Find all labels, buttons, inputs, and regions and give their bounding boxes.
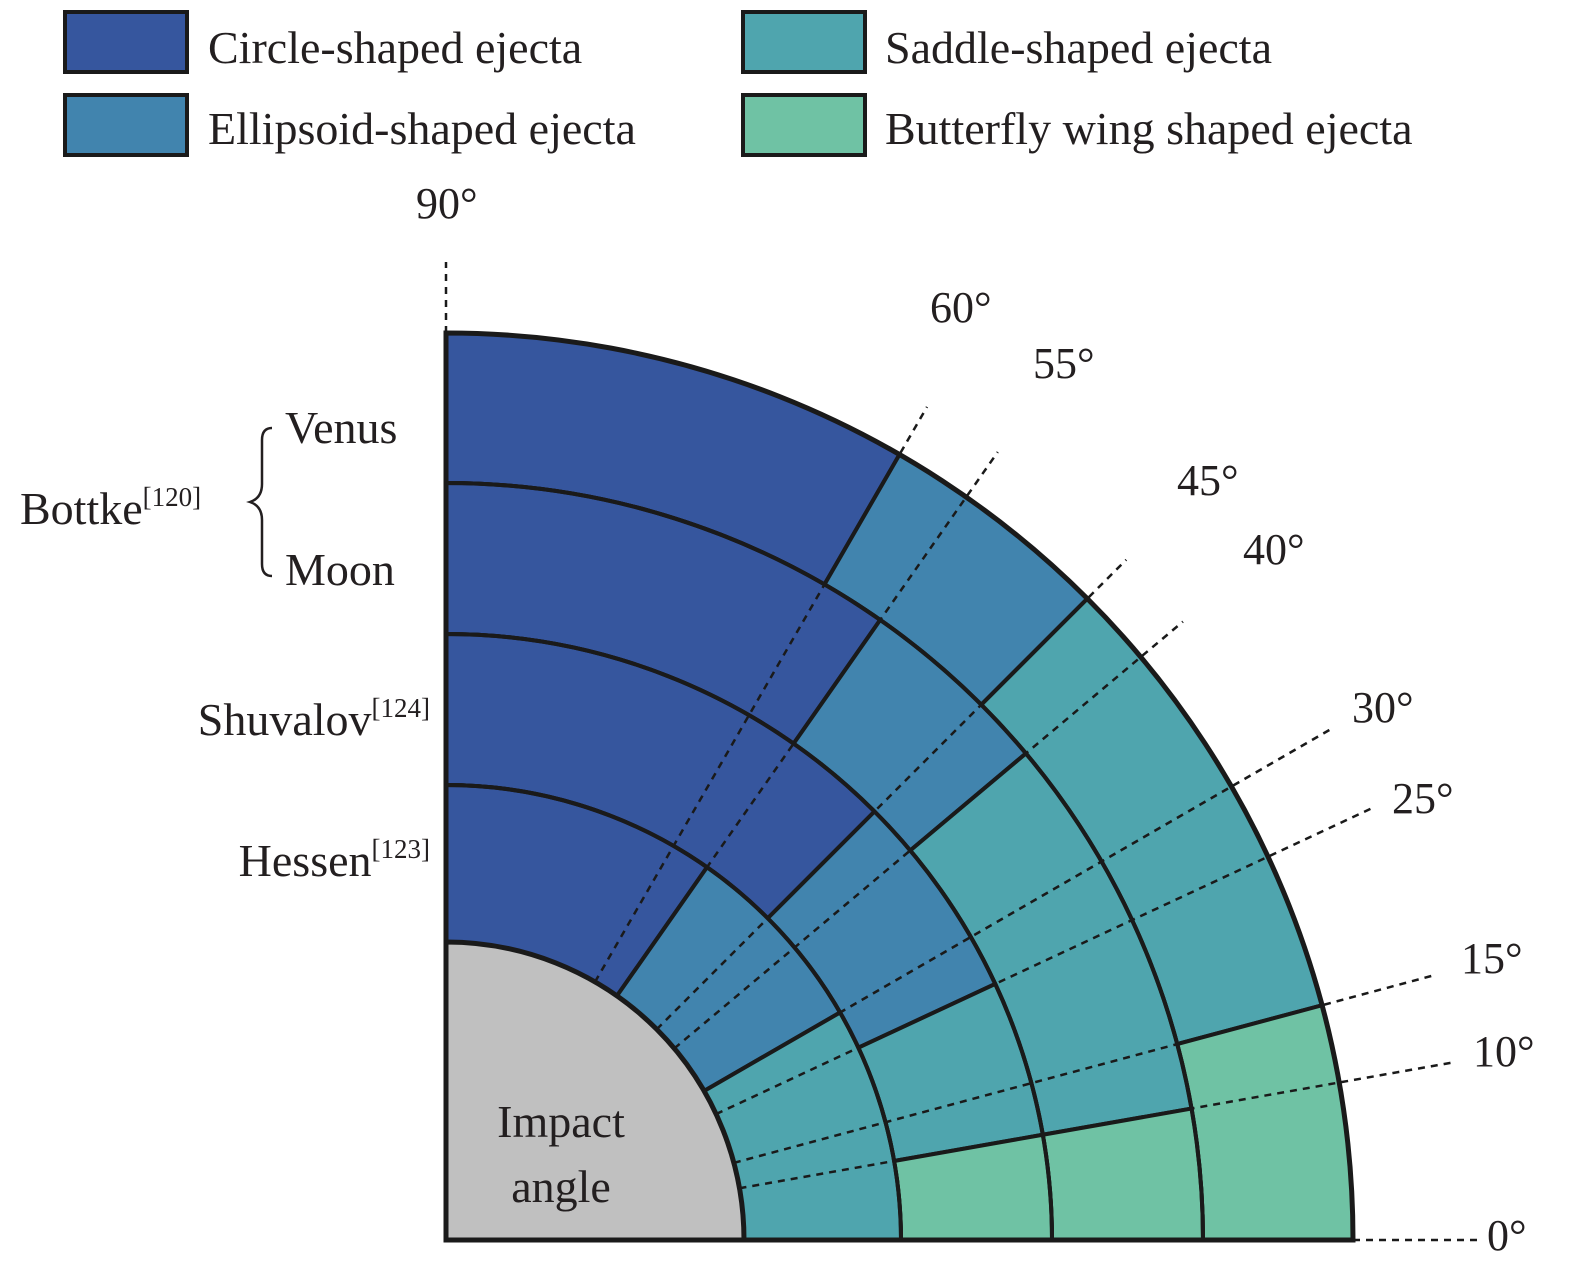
center-label-line2: angle xyxy=(511,1161,611,1212)
ring-arc-2 xyxy=(445,632,1054,1241)
angle-label-10: 10° xyxy=(1473,1027,1535,1076)
center-label-line1: Impact xyxy=(497,1096,625,1147)
legend-swatch-ellipsoid xyxy=(63,93,189,157)
impact-angle-center xyxy=(443,939,747,1243)
angle-label-15: 15° xyxy=(1461,934,1523,983)
guide-line-45 xyxy=(655,558,1128,1031)
guide-line-40 xyxy=(673,620,1184,1050)
source-label-moon: Moon xyxy=(285,544,395,595)
legend-label-butterfly: Butterfly wing shaped ejecta xyxy=(885,103,1413,154)
legend-label-saddle: Saddle-shaped ejecta xyxy=(885,22,1272,73)
source-label-venus: Venus xyxy=(285,402,397,453)
angle-label-90: 90° xyxy=(416,179,478,228)
guide-line-60 xyxy=(593,406,929,983)
angle-labels: 90° 60° 55° 45° 40° 30° 25° 15° 10° 0° xyxy=(416,179,1535,1260)
guide-line-55 xyxy=(615,451,999,997)
guide-line-10 xyxy=(739,1061,1453,1190)
angle-label-55: 55° xyxy=(1033,339,1095,388)
source-label-shuvalov: Shuvalov[124] xyxy=(198,693,430,745)
legend-label-ellipsoid: Ellipsoid-shaped ejecta xyxy=(208,103,636,154)
source-label-hessen: Hessen[123] xyxy=(239,834,430,886)
legend-swatch-butterfly xyxy=(741,93,867,157)
legend-label-circle: Circle-shaped ejecta xyxy=(208,22,582,73)
angle-label-40: 40° xyxy=(1243,525,1305,574)
legend-swatch-circle xyxy=(63,10,189,74)
angle-label-45: 45° xyxy=(1177,456,1239,505)
source-labels: Venus Moon Bottke[120] Shuvalov[124] Hes… xyxy=(20,402,430,886)
legend-swatch-saddle xyxy=(741,10,867,74)
angle-label-25: 25° xyxy=(1392,774,1454,823)
guide-line-25 xyxy=(715,806,1373,1116)
angle-label-30: 30° xyxy=(1352,683,1414,732)
angle-guide-lines xyxy=(444,262,1478,1242)
angle-label-0: 0° xyxy=(1487,1211,1527,1260)
outer-border xyxy=(443,330,1356,1243)
guide-line-15 xyxy=(733,974,1434,1165)
source-group-bottke: Bottke[120] xyxy=(20,482,201,534)
brace-icon xyxy=(246,426,273,578)
guide-line-30 xyxy=(703,727,1332,1093)
angle-label-60: 60° xyxy=(930,283,992,332)
legend: Circle-shaped ejecta Ellipsoid-shaped ej… xyxy=(63,10,1413,157)
